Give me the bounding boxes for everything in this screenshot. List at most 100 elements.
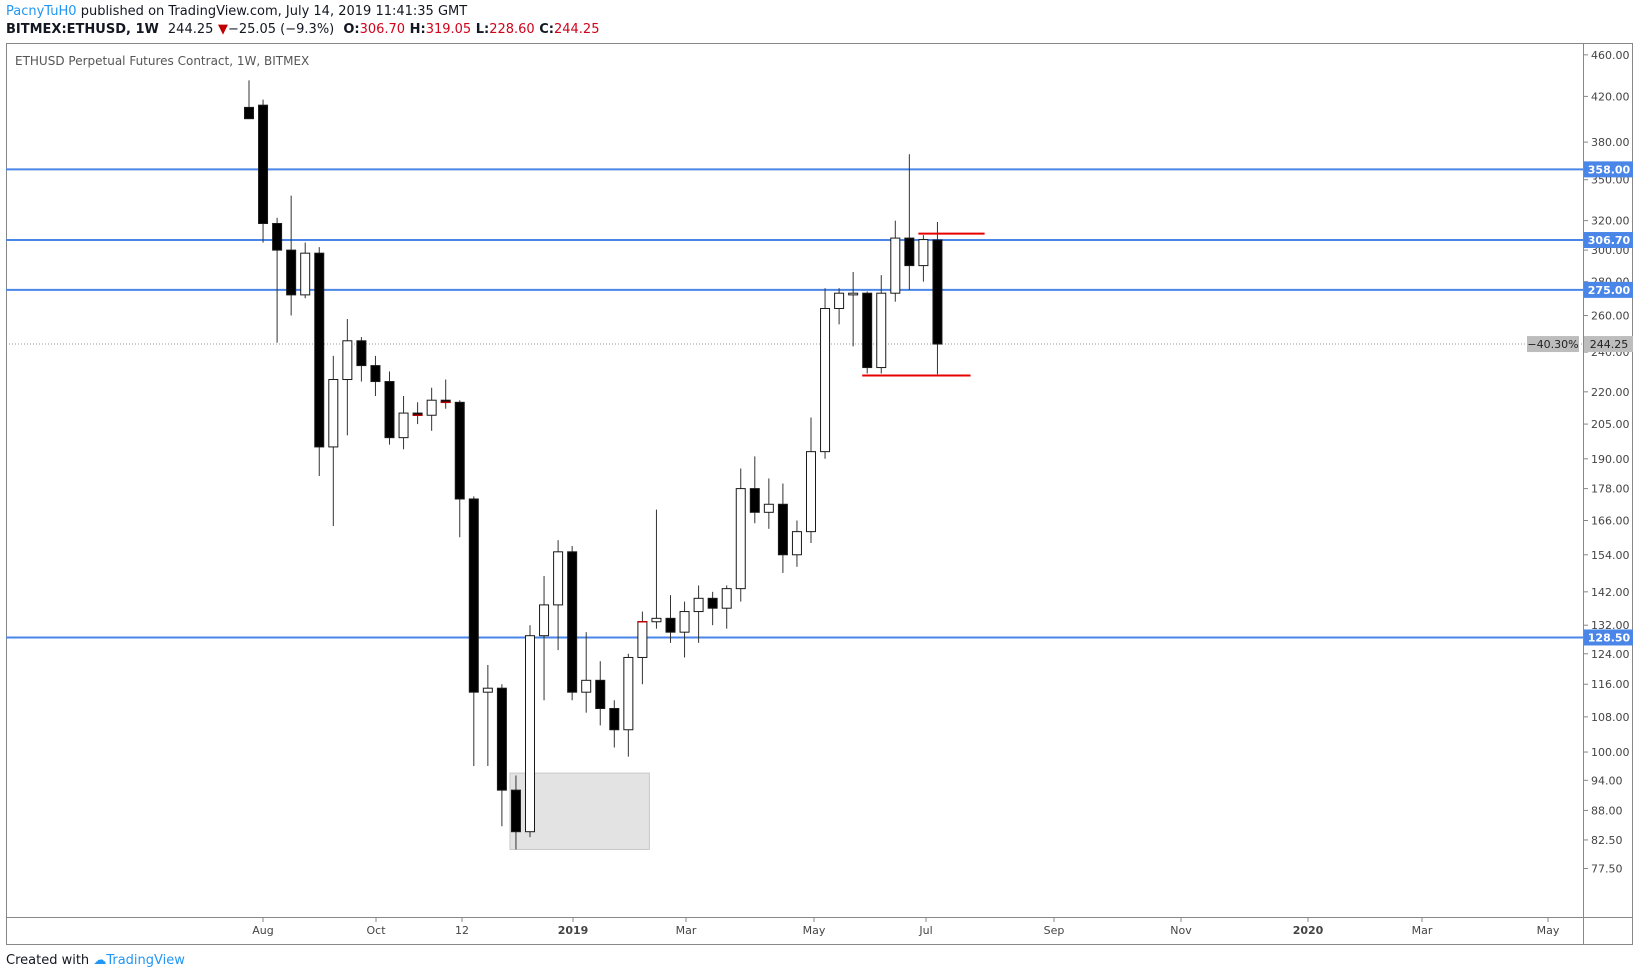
low-label: L:	[475, 22, 490, 37]
footer: Created with ☁TradingView	[6, 953, 185, 968]
created-with-text: Created with	[6, 953, 90, 968]
candle-body[interactable]	[735, 488, 746, 590]
publish-info: PacnyTuH0 published on TradingView.com, …	[6, 4, 467, 19]
published-text: published on TradingView.com, July 14, 2…	[80, 4, 468, 19]
candle-body[interactable]	[918, 239, 929, 267]
chart-title: ETHUSD Perpetual Futures Contract, 1W, B…	[15, 54, 309, 68]
author-link[interactable]: PacnyTuH0	[6, 4, 77, 19]
level-price-badge	[1584, 281, 1633, 298]
level-price-badge	[1584, 232, 1633, 249]
candle-body[interactable]	[595, 679, 606, 709]
candle-body[interactable]	[932, 239, 943, 345]
low-value: 228.60	[489, 22, 535, 37]
x-tick-label: 12	[455, 924, 469, 937]
change-badge	[1527, 336, 1579, 353]
candle-body[interactable]	[454, 401, 465, 500]
last-price-label: 244.25	[167, 22, 214, 37]
y-tick-label: 178.00	[1591, 483, 1630, 496]
level-price-label: 358.00	[1588, 163, 1631, 176]
y-tick-label: 220.00	[1591, 386, 1630, 399]
y-tick-label: 88.00	[1591, 804, 1623, 817]
candle-body[interactable]	[763, 503, 774, 513]
y-tick-label: 124.00	[1591, 648, 1630, 661]
candle-body[interactable]	[342, 340, 353, 381]
ohlc-legend: BITMEX:ETHUSD, 1W 244.25 ▼−25.05 (−9.3%)…	[6, 22, 599, 37]
candle-body[interactable]	[510, 789, 521, 833]
x-tick-label: May	[1537, 924, 1560, 937]
candle-body[interactable]	[272, 222, 283, 251]
y-tick-label: 108.00	[1591, 711, 1630, 724]
tradingview-link[interactable]: TradingView	[106, 953, 185, 968]
tradingview-logo-icon: ☁	[93, 953, 107, 968]
candle-body[interactable]	[834, 292, 845, 310]
candle-body[interactable]	[314, 252, 325, 448]
candle-body[interactable]	[806, 451, 816, 533]
candle-body[interactable]	[904, 237, 915, 267]
candle-body[interactable]	[679, 611, 690, 633]
candle-body[interactable]	[862, 292, 873, 369]
high-label: H:	[409, 22, 426, 37]
candle-body[interactable]	[244, 106, 254, 120]
candle-body[interactable]	[328, 379, 339, 448]
candle-body[interactable]	[300, 252, 311, 296]
y-tick-label: 94.00	[1591, 774, 1623, 787]
y-tick-label: 142.00	[1591, 586, 1630, 599]
y-tick-label: 460.00	[1591, 49, 1630, 62]
symbol-label: BITMEX:ETHUSD, 1W	[6, 22, 159, 37]
candle-body[interactable]	[398, 412, 409, 439]
level-price-label: 275.00	[1588, 284, 1631, 297]
candle-body[interactable]	[581, 679, 592, 693]
candle-body[interactable]	[890, 237, 901, 294]
candle-body[interactable]	[665, 617, 676, 633]
y-tick-label: 82.50	[1591, 834, 1623, 847]
candle-body[interactable]	[777, 503, 788, 556]
candle-body[interactable]	[791, 531, 802, 556]
candle-body[interactable]	[553, 551, 564, 606]
candle-body[interactable]	[286, 249, 297, 296]
y-tick-label: 380.00	[1591, 136, 1630, 149]
candle-body[interactable]	[384, 381, 395, 439]
candle-body[interactable]	[258, 104, 269, 224]
y-tick-label: 260.00	[1591, 309, 1630, 322]
open-label: O:	[343, 22, 360, 37]
candle-body[interactable]	[707, 597, 718, 609]
candle-body[interactable]	[539, 604, 550, 637]
x-tick-label: Mar	[1412, 924, 1433, 937]
candle-body[interactable]	[848, 292, 859, 296]
x-tick-label: 2020	[1293, 924, 1324, 937]
y-tick-label: 420.00	[1591, 90, 1630, 103]
x-tick-label: May	[803, 924, 826, 937]
candle-body[interactable]	[651, 617, 662, 623]
candle-body[interactable]	[876, 292, 887, 369]
close-value: 244.25	[553, 22, 600, 37]
x-tick-label: Jul	[918, 924, 932, 937]
candle-body[interactable]	[623, 656, 634, 731]
candle-body[interactable]	[567, 551, 578, 693]
candle-body[interactable]	[749, 488, 760, 513]
candle-body[interactable]	[370, 365, 381, 383]
candle-body[interactable]	[693, 597, 704, 613]
level-price-label: 128.50	[1588, 631, 1631, 644]
x-tick-label: 2019	[558, 924, 589, 937]
candle-body[interactable]	[609, 707, 620, 731]
candle-body[interactable]	[637, 621, 648, 658]
candle-body[interactable]	[525, 635, 535, 833]
chart-frame	[6, 43, 1633, 945]
open-value: 306.70	[359, 22, 406, 37]
candle-body[interactable]	[482, 687, 493, 693]
x-tick-label: Sep	[1044, 924, 1065, 937]
candle-body[interactable]	[426, 399, 437, 416]
candle-body[interactable]	[496, 687, 507, 791]
candle-body[interactable]	[721, 588, 732, 609]
x-tick-label: Oct	[366, 924, 386, 937]
x-tick-label: Mar	[676, 924, 697, 937]
high-value: 319.05	[425, 22, 472, 37]
change-percent-label: −40.30%	[1527, 338, 1578, 351]
candle-body[interactable]	[820, 308, 831, 453]
x-tick-label: Nov	[1170, 924, 1192, 937]
change-label: −25.05 (−9.3%)	[227, 22, 335, 37]
y-tick-label: 154.00	[1591, 549, 1630, 562]
candle-body[interactable]	[356, 340, 367, 367]
candle-body[interactable]	[468, 498, 479, 693]
